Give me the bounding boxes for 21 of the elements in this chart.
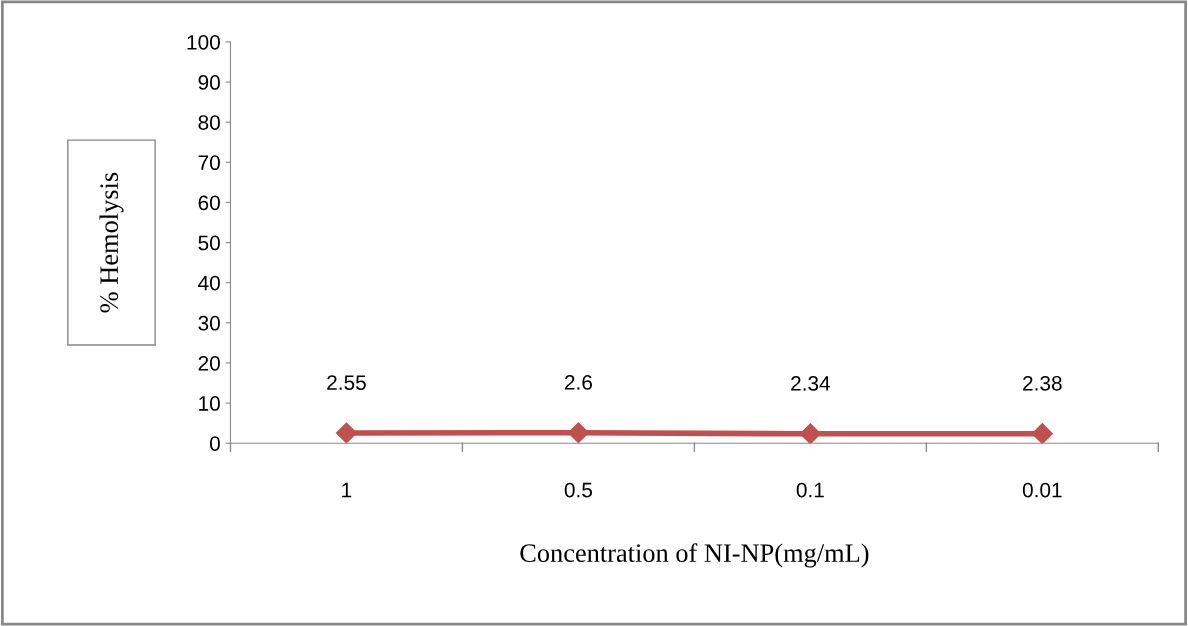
y-tick-label: 60: [198, 195, 220, 211]
y-tick-label: 20: [198, 355, 220, 371]
y-tick-label: 40: [198, 275, 220, 291]
y-tick-label: 90: [198, 75, 220, 90]
x-axis-title: Concentration of NI-NP(mg/mL): [520, 543, 869, 568]
y-axis-title: % Hemolysis: [99, 172, 124, 313]
data-label: 2.38: [1023, 375, 1062, 391]
data-label: 2.55: [327, 375, 366, 390]
y-tick-label: 10: [199, 396, 220, 411]
data-label: 2.6: [564, 375, 592, 390]
y-tick-label: 100: [187, 34, 220, 50]
y-tick-label: 70: [198, 155, 220, 171]
x-tick-label: 1: [342, 482, 352, 498]
x-tick-label: 0.5: [564, 482, 593, 498]
y-tick-label: 0: [209, 436, 220, 451]
y-tick-label: 80: [198, 115, 220, 130]
y-tick-label: 50: [198, 235, 220, 251]
x-tick-label: 0.01: [1022, 482, 1062, 498]
x-tick-label: 0.1: [796, 482, 824, 498]
data-label: 2.34: [791, 376, 831, 391]
y-tick-label: 30: [198, 315, 220, 331]
